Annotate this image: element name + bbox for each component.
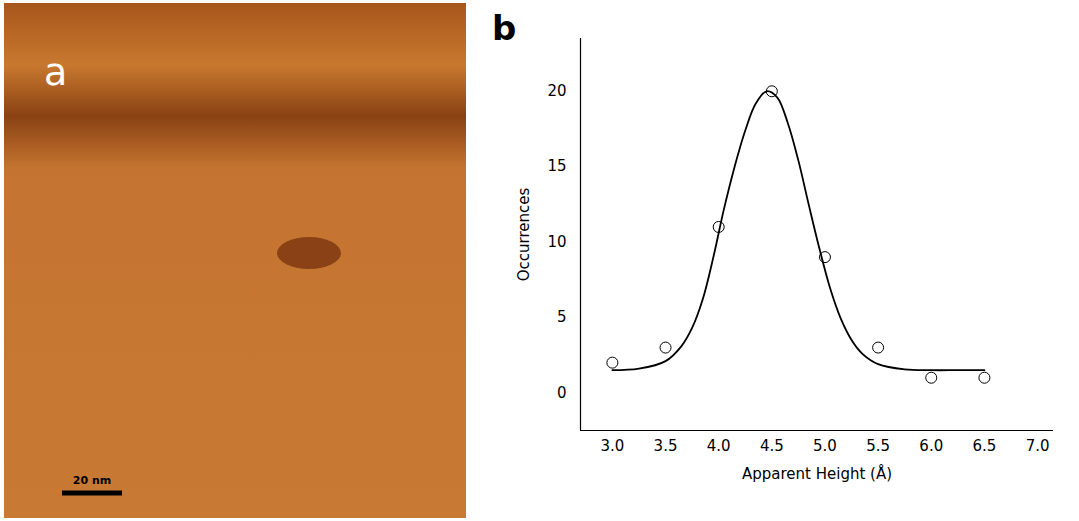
svg-text:15: 15 bbox=[547, 157, 566, 175]
svg-text:5.0: 5.0 bbox=[813, 437, 837, 455]
svg-text:Apparent Height (Å): Apparent Height (Å) bbox=[742, 464, 892, 483]
svg-text:Occurrences: Occurrences bbox=[515, 188, 533, 282]
svg-text:3.0: 3.0 bbox=[600, 437, 624, 455]
svg-text:4.5: 4.5 bbox=[760, 437, 784, 455]
svg-text:a: a bbox=[44, 50, 67, 94]
svg-text:5.5: 5.5 bbox=[866, 437, 890, 455]
html-text:b: b bbox=[492, 8, 517, 48]
svg-text:0: 0 bbox=[557, 384, 567, 402]
svg-text:20 nm: 20 nm bbox=[73, 474, 111, 487]
svg-text:6.0: 6.0 bbox=[919, 437, 943, 455]
svg-text:5: 5 bbox=[557, 308, 567, 326]
svg-text:3.5: 3.5 bbox=[654, 437, 678, 455]
svg-text:10: 10 bbox=[547, 233, 566, 251]
svg-text:6.5: 6.5 bbox=[972, 437, 996, 455]
svg-text:20: 20 bbox=[547, 82, 566, 100]
svg-text:7.0: 7.0 bbox=[1026, 437, 1050, 455]
svg-text:4.0: 4.0 bbox=[707, 437, 731, 455]
